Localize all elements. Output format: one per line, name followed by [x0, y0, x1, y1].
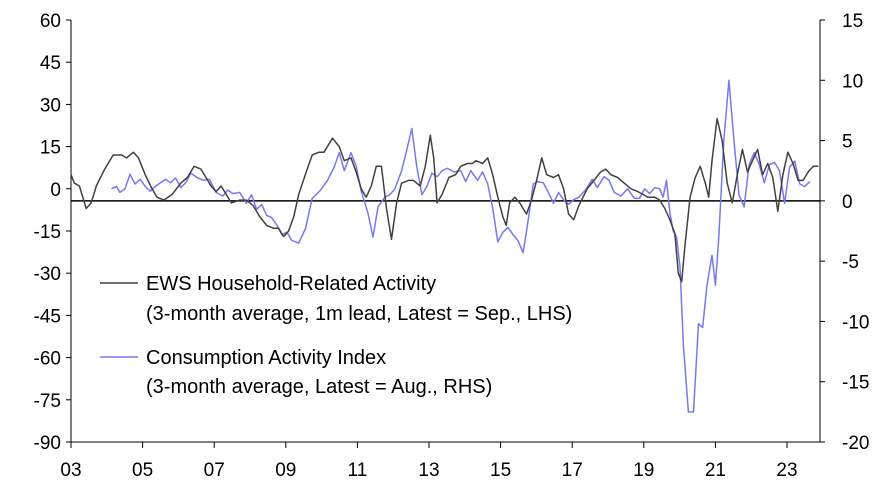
right-tick-label: -10 [842, 312, 869, 333]
left-axis: 60 45 30 15 0 -15 -30 -45 -60 -75 -90 [34, 11, 72, 454]
right-tick-label: -5 [842, 252, 859, 273]
left-tick-label: 15 [40, 138, 61, 159]
x-tick-label: 07 [204, 460, 225, 481]
right-tick-label: 10 [842, 71, 863, 92]
left-tick-label: -15 [34, 222, 61, 243]
x-tick-label: 15 [490, 460, 511, 481]
left-tick-label: -45 [34, 306, 61, 327]
x-tick-label: 13 [418, 460, 439, 481]
left-tick-label: -30 [34, 264, 61, 285]
plot-area [70, 79, 820, 413]
right-tick-label: 15 [842, 11, 863, 32]
left-tick-label: -60 [34, 349, 61, 370]
legend-detail-consumption: (3-month average, Latest = Aug., RHS) [146, 376, 492, 398]
left-tick-label: 60 [40, 11, 61, 32]
x-tick-label: 23 [776, 460, 797, 481]
left-tick-label: 0 [50, 180, 61, 201]
left-tick-label: 30 [40, 95, 61, 116]
left-tick-label: 45 [40, 53, 61, 74]
legend: EWS Household-Related Activity (3-month … [100, 273, 572, 398]
x-axis: 03 05 07 09 11 13 15 17 19 21 23 [60, 441, 820, 481]
left-tick-label: -90 [34, 433, 61, 454]
x-tick-label: 03 [60, 460, 81, 481]
legend-detail-ews: (3-month average, 1m lead, Latest = Sep.… [146, 303, 572, 325]
left-tick-label: -75 [34, 391, 61, 412]
x-tick-label: 17 [562, 460, 583, 481]
right-tick-label: -20 [842, 433, 869, 454]
series-line-ews [70, 117, 819, 283]
right-tick-label: -15 [842, 373, 869, 394]
legend-label-ews: EWS Household-Related Activity [146, 273, 436, 295]
right-axis: 15 10 5 0 -5 -10 -15 -20 [819, 11, 869, 454]
x-tick-label: 21 [705, 460, 726, 481]
legend-label-consumption: Consumption Activity Index [146, 347, 386, 369]
x-tick-label: 19 [633, 460, 654, 481]
x-tick-label: 09 [275, 460, 296, 481]
right-tick-label: 5 [842, 132, 853, 153]
series-line-consumption [111, 79, 811, 413]
right-tick-label: 0 [842, 192, 853, 213]
x-tick-label: 05 [132, 460, 153, 481]
x-tick-label: 11 [348, 460, 368, 481]
